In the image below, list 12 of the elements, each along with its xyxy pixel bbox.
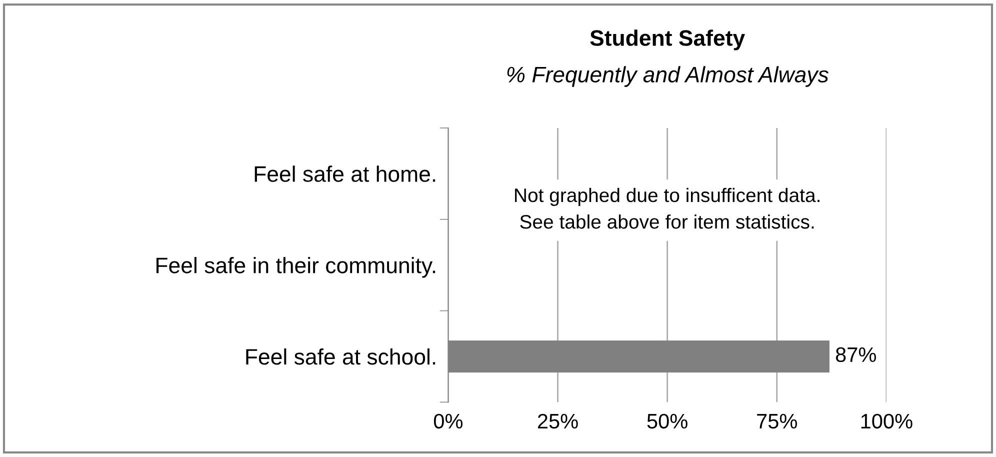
annotation: Not graphed due to insufficent data. See table above for item statistics. bbox=[515, 188, 820, 229]
chart-title: Student Safety bbox=[590, 30, 745, 50]
y-tick-label: Feel safe at school. bbox=[246, 348, 436, 365]
chart-subtitle: % Frequently and Almost Always bbox=[507, 66, 828, 87]
x-tick-label: 50% bbox=[647, 414, 688, 429]
x-tick-label: 25% bbox=[538, 414, 578, 429]
y-tick-label: Feel safe in their community. bbox=[156, 257, 436, 278]
x-tick-label: 75% bbox=[757, 414, 797, 429]
x-tick-label: 0% bbox=[434, 414, 463, 429]
y-tick-label: Feel safe at home. bbox=[254, 166, 436, 182]
data-label: 87% bbox=[836, 347, 876, 362]
x-tick-label: 100% bbox=[861, 414, 912, 429]
